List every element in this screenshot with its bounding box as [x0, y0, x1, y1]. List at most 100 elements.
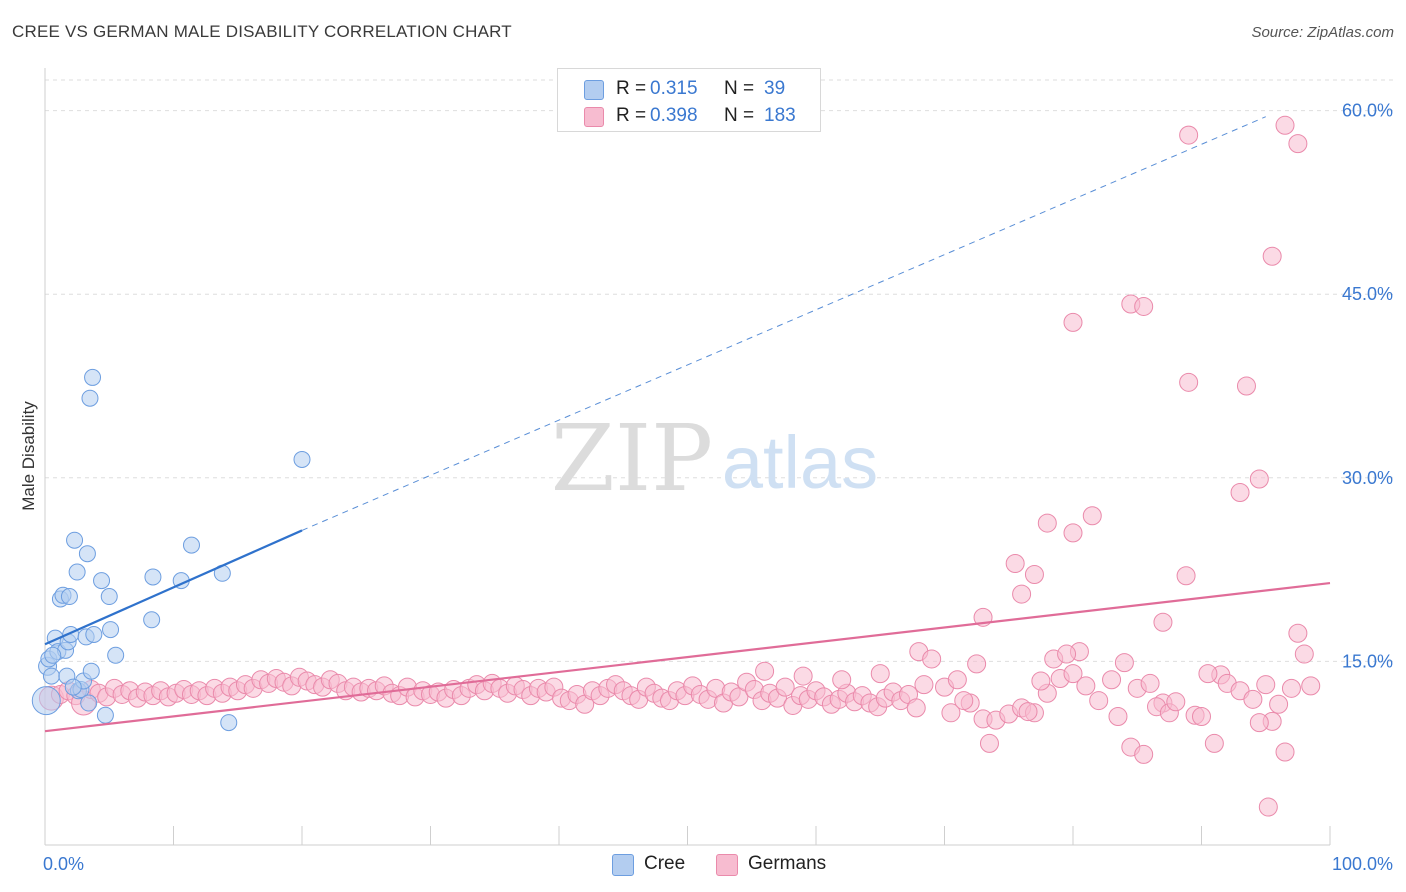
bottom-legend-swatch-germans — [716, 854, 738, 876]
point-germans — [1057, 644, 1077, 664]
tick-labels: 15.0% 30.0% 45.0% 60.0% 0.0% 100.0% — [43, 101, 1393, 874]
legend-r-value: 0.315 — [650, 78, 698, 99]
y-tick-label: 15.0% — [1342, 651, 1393, 671]
point-germans — [1288, 623, 1308, 643]
point-germans — [1012, 584, 1032, 604]
point-cree — [102, 621, 120, 639]
legend-n-value: 183 — [764, 105, 796, 126]
bottom-legend-label-cree: Cree — [644, 853, 686, 874]
watermark-atlas: atlas — [722, 421, 878, 504]
trend-line-cree — [44, 529, 303, 646]
point-germans — [1198, 664, 1218, 684]
point-germans — [1179, 125, 1199, 145]
legend-r-value: 0.398 — [650, 105, 698, 126]
point-germans — [954, 691, 974, 711]
point-cree — [66, 531, 84, 549]
point-germans — [1269, 694, 1289, 714]
point-germans — [1281, 678, 1301, 698]
x-tick-label: 0.0% — [43, 854, 84, 874]
point-germans — [1076, 676, 1096, 696]
point-germans — [1140, 673, 1160, 693]
point-cree — [93, 572, 111, 590]
point-germans — [1192, 706, 1211, 726]
point-cree — [84, 368, 102, 386]
point-cree — [82, 662, 100, 680]
point-germans — [1005, 553, 1025, 573]
point-cree — [81, 389, 99, 407]
point-germans — [1262, 246, 1282, 266]
point-cree — [100, 588, 118, 606]
point-germans — [1258, 797, 1278, 817]
point-germans — [1166, 692, 1186, 712]
legend-n-label: N = — [724, 105, 755, 126]
point-germans — [1063, 312, 1083, 332]
point-cree — [60, 588, 78, 606]
point-germans — [870, 664, 890, 684]
point-germans — [1134, 744, 1154, 764]
source-label: Source: ZipAtlas.com — [1251, 24, 1394, 41]
point-cree — [144, 568, 162, 586]
y-tick-label: 60.0% — [1342, 101, 1393, 121]
point-cree — [182, 536, 200, 554]
point-germans — [729, 687, 749, 707]
point-cree — [220, 714, 238, 732]
point-cree — [107, 646, 125, 664]
y-axis-label: Male Disability — [19, 401, 38, 511]
trend-line-germans — [44, 581, 1331, 733]
point-germans — [1243, 689, 1263, 709]
point-germans — [1236, 376, 1256, 396]
point-cree — [143, 611, 161, 629]
legend-row-cree: R = 0.315 N = 39 — [558, 75, 820, 101]
legend-swatch-germans — [584, 107, 604, 127]
y-tick-label: 45.0% — [1342, 284, 1393, 304]
point-cree — [68, 563, 86, 581]
point-germans — [1037, 513, 1057, 533]
legend-r-label: R = — [616, 78, 647, 99]
point-germans — [775, 677, 795, 697]
trend-extension-cree — [301, 116, 1266, 531]
watermark-zip: ZIP — [551, 405, 713, 512]
point-cree — [85, 625, 103, 643]
point-germans — [1153, 612, 1173, 632]
point-germans — [1179, 372, 1199, 392]
point-cree — [293, 450, 311, 468]
legend-n-value: 39 — [764, 78, 786, 99]
x-tick-label: 100.0% — [1332, 854, 1393, 874]
point-germans — [906, 698, 926, 718]
point-germans — [1176, 566, 1196, 586]
point-germans — [832, 670, 852, 690]
point-germans — [1108, 706, 1128, 726]
legend-row-germans: R = 0.398 N = 183 — [558, 102, 820, 128]
point-germans — [1288, 134, 1308, 154]
chart-title: CREE VS GERMAN MALE DISABILITY CORRELATI… — [12, 22, 512, 41]
point-germans — [1018, 702, 1038, 722]
point-germans — [967, 654, 987, 674]
legend-n-label: N = — [724, 78, 755, 99]
legend-r-label: R = — [616, 105, 647, 126]
point-cree — [78, 545, 96, 563]
axes — [44, 68, 1331, 846]
point-cree — [96, 706, 114, 724]
point-germans — [914, 675, 934, 695]
bottom-legend-label-germans: Germans — [748, 853, 827, 874]
point-germans — [1275, 115, 1295, 135]
point-germans — [1024, 564, 1044, 584]
point-cree — [64, 678, 82, 696]
stats-legend: R = 0.315 N = 39 R = 0.398 N = 183 — [557, 68, 821, 132]
point-germans — [1249, 469, 1269, 489]
point-germans — [979, 733, 999, 753]
point-germans — [1294, 644, 1314, 664]
point-germans — [1031, 671, 1051, 691]
point-germans — [1134, 296, 1154, 316]
point-cree — [42, 667, 60, 685]
point-germans — [793, 666, 813, 686]
y-tick-label: 30.0% — [1342, 468, 1393, 488]
point-germans — [1102, 670, 1122, 690]
point-germans — [1082, 506, 1102, 526]
point-germans — [1114, 653, 1134, 673]
point-germans — [1063, 664, 1083, 684]
point-germans — [755, 661, 775, 681]
point-germans — [947, 670, 967, 690]
data-points — [31, 115, 1321, 817]
